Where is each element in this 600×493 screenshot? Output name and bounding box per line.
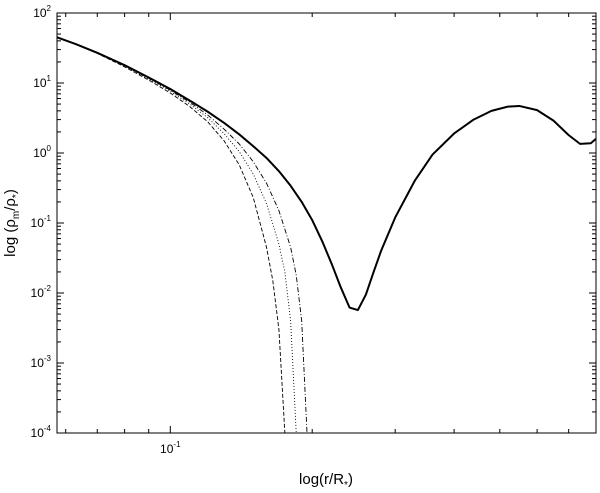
x-tick-label: 10-1 — [160, 440, 181, 456]
y-tick-label: 100 — [33, 144, 51, 160]
y-axis-label: log (ρm/ρ*) — [2, 189, 22, 257]
y-tick-label: 10-3 — [31, 354, 52, 370]
y-tick-label: 10-1 — [31, 214, 52, 230]
axis-ticks — [57, 12, 597, 434]
x-axis-label: log(r/R*) — [299, 471, 353, 491]
y-tick-label: 10-2 — [31, 284, 52, 300]
series-line-dotted — [56, 36, 297, 434]
tick-labels: 102 101 100 10-1 10-2 10-3 10-4 10-1 — [31, 4, 182, 456]
plot-frame — [56, 12, 597, 434]
series-line-dashdot — [56, 36, 308, 434]
series-line-solid — [56, 36, 597, 312]
y-tick-label: 10-4 — [31, 424, 52, 440]
series-line-dashed — [56, 36, 286, 434]
y-tick-label: 102 — [33, 4, 51, 20]
y-tick-label: 101 — [33, 74, 51, 90]
series-lines — [56, 36, 597, 434]
